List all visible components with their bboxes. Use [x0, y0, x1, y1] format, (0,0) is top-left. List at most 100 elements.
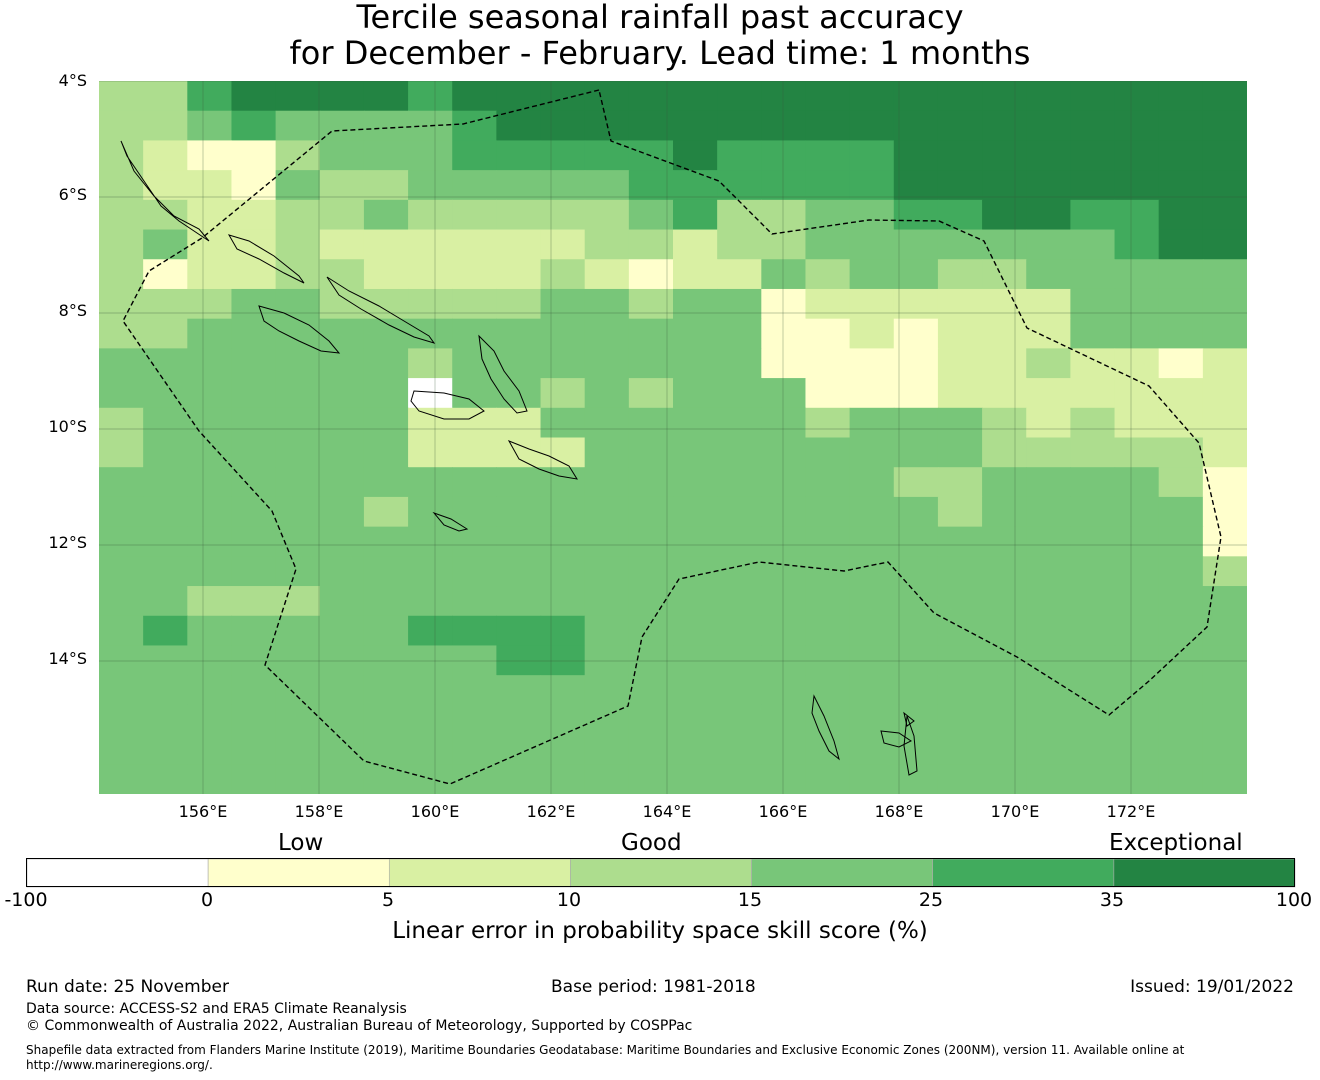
skill-cell	[231, 615, 277, 647]
skill-cell	[982, 615, 1027, 647]
skill-cell	[143, 348, 188, 379]
skill-cell	[937, 496, 983, 528]
skill-cell	[1158, 140, 1204, 171]
skill-cell	[1202, 437, 1247, 468]
skill-cell	[540, 170, 586, 201]
skill-cell	[628, 586, 674, 617]
skill-cell	[893, 140, 939, 171]
skill-cell	[1202, 378, 1247, 409]
skill-cell	[628, 526, 674, 557]
skill-cell	[717, 407, 762, 439]
skill-cell	[452, 734, 497, 765]
skill-cell	[319, 437, 365, 468]
skill-cell	[937, 615, 983, 647]
skill-cell	[1070, 467, 1116, 498]
island-new-georgia	[258, 305, 341, 354]
lon-label-160e: 160°E	[410, 802, 460, 821]
skill-cell	[805, 586, 851, 617]
skill-cell	[849, 645, 895, 676]
skill-cell	[761, 81, 807, 112]
island-makira	[507, 440, 579, 480]
skill-cell	[231, 140, 277, 171]
skill-cell	[893, 318, 939, 349]
skill-cell	[982, 467, 1027, 498]
skill-cell	[1114, 496, 1160, 528]
skill-cell	[628, 496, 674, 528]
skill-cell	[1070, 318, 1116, 349]
skill-cell	[363, 288, 409, 320]
skill-cell	[452, 259, 497, 290]
skill-cell	[275, 378, 321, 409]
skill-cell	[99, 110, 144, 142]
skill-cell	[893, 348, 939, 379]
skill-cell	[452, 110, 497, 142]
skill-cell	[1070, 586, 1116, 617]
skill-cell	[496, 259, 542, 290]
skill-cell	[584, 526, 630, 557]
skill-cell	[628, 556, 674, 587]
skill-cell	[805, 348, 851, 379]
skill-cell	[1114, 556, 1160, 587]
skill-cell	[584, 378, 630, 409]
skill-cell	[805, 140, 851, 171]
skill-cell	[1070, 81, 1116, 112]
skill-cell	[143, 170, 188, 201]
skill-cell	[717, 318, 762, 349]
skill-cell	[319, 496, 365, 528]
skill-cell	[1070, 259, 1116, 290]
skill-cell	[673, 407, 718, 439]
skill-cell	[937, 734, 983, 765]
skill-cell	[982, 407, 1027, 439]
skill-cell	[849, 675, 895, 706]
skill-cell	[1114, 259, 1160, 290]
skill-cell	[231, 467, 277, 498]
skill-cell	[275, 526, 321, 557]
skill-cell	[540, 704, 586, 736]
skill-cell	[982, 229, 1027, 260]
skill-cell	[363, 764, 409, 794]
island-malaita	[478, 334, 528, 414]
skill-cell	[1158, 318, 1204, 349]
skill-cell	[628, 764, 674, 794]
skill-cell	[408, 586, 453, 617]
skill-cell	[363, 467, 409, 498]
skill-cell	[540, 615, 586, 647]
skill-cell	[540, 526, 586, 557]
colorbar-heading-good: Good	[621, 830, 682, 856]
skill-cell	[849, 318, 895, 349]
skill-cell	[1026, 170, 1071, 201]
skill-cell	[1202, 467, 1247, 498]
skill-cell	[1158, 81, 1204, 112]
skill-cell	[717, 170, 762, 201]
skill-cell	[231, 556, 277, 587]
skill-cell	[1070, 110, 1116, 142]
colorbar-segment	[26, 858, 209, 888]
skill-cell	[1202, 586, 1247, 617]
skill-cell	[805, 170, 851, 201]
skill-cell	[187, 378, 233, 409]
skill-cell	[319, 259, 365, 290]
skill-cell	[452, 586, 497, 617]
skill-cell	[540, 229, 586, 260]
skill-cell	[99, 348, 144, 379]
skill-cell	[452, 556, 497, 587]
skill-cell	[1202, 556, 1247, 587]
skill-grid-cells	[99, 81, 1247, 794]
skill-cell	[628, 734, 674, 765]
skill-cell	[1114, 81, 1160, 112]
skill-cell	[143, 615, 188, 647]
skill-cell	[275, 467, 321, 498]
colorbar-tick-0: 0	[200, 889, 214, 911]
skill-cell	[1158, 288, 1204, 320]
skill-cell	[761, 140, 807, 171]
skill-cell	[849, 437, 895, 468]
skill-cell	[363, 704, 409, 736]
skill-cell	[452, 348, 497, 379]
skill-cell	[717, 348, 762, 379]
skill-cell	[673, 110, 718, 142]
lon-label-170e: 170°E	[990, 802, 1040, 821]
skill-cell	[849, 259, 895, 290]
skill-cell	[187, 556, 233, 587]
skill-cell	[673, 140, 718, 171]
skill-cell	[231, 675, 277, 706]
